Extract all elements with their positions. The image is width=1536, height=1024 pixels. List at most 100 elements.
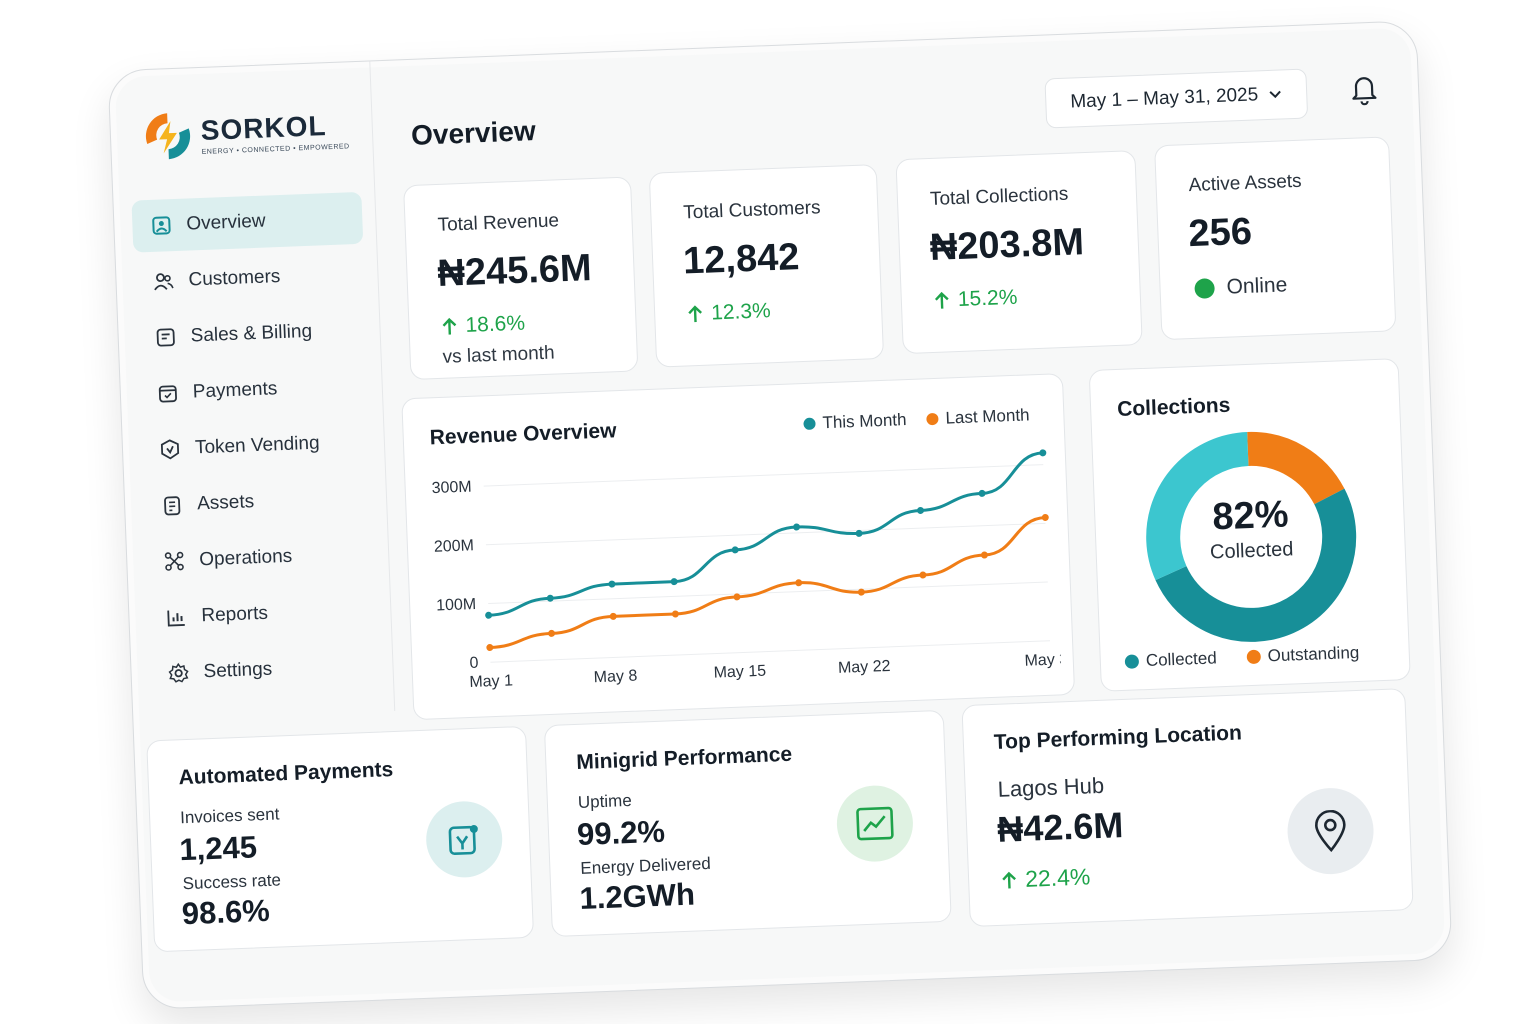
data-point[interactable]: [980, 551, 988, 559]
donut-center-label: 82% Collected: [1140, 491, 1362, 567]
collections-title: Collections: [1116, 393, 1231, 421]
data-point[interactable]: [978, 489, 986, 497]
sidebar-item-assets[interactable]: Assets: [142, 472, 374, 533]
online-status-dot: [1194, 278, 1215, 299]
bell-icon[interactable]: [1347, 71, 1380, 106]
donut-slice-collected[interactable]: [1146, 431, 1357, 642]
sidebar-item-reports[interactable]: Reports: [147, 584, 379, 645]
collections-donut-chart: [1146, 431, 1357, 642]
sidebar-item-customers[interactable]: Customers: [134, 248, 366, 309]
data-point[interactable]: [733, 593, 741, 601]
x-tick-label: May 15: [713, 663, 766, 682]
x-tick-label: May 8: [593, 668, 637, 687]
data-point[interactable]: [671, 610, 679, 618]
gridline: [488, 581, 1048, 605]
date-range-text: May 1 – May 31, 2025: [1069, 84, 1259, 113]
data-point[interactable]: [486, 644, 494, 652]
legend-label: Collected: [1145, 648, 1218, 671]
legend-swatch: [1124, 654, 1140, 669]
reports-icon: [167, 610, 185, 627]
data-point[interactable]: [857, 588, 865, 596]
series-line-this-month: [488, 451, 1043, 617]
success-value: 98.6%: [181, 892, 271, 932]
energy-label: Energy Delivered: [580, 853, 712, 878]
sidebar-item-overview[interactable]: Overview: [131, 191, 364, 253]
invoices-label: Invoices sent: [179, 804, 280, 828]
sidebar-item-settings[interactable]: Settings: [149, 640, 381, 701]
x-tick-label: May 1: [469, 672, 513, 691]
sidebar-item-label: Settings: [203, 658, 273, 683]
data-point[interactable]: [919, 571, 927, 579]
dashboard-icon: [152, 216, 171, 235]
sidebar-item-operations[interactable]: Operations: [144, 528, 376, 589]
data-point[interactable]: [608, 580, 616, 588]
map-pin-icon: [1315, 809, 1346, 853]
data-point[interactable]: [795, 579, 803, 587]
legend-item-last-month[interactable]: Last Month: [926, 405, 1030, 429]
status-indicator: Online: [1194, 273, 1288, 301]
chevron-down-icon: [1269, 90, 1281, 99]
y-tick-label: 0: [469, 655, 479, 672]
sidebar-item-label: Reports: [201, 602, 269, 627]
data-point[interactable]: [1041, 513, 1049, 521]
y-tick-label: 100M: [436, 596, 477, 615]
sidebar-item-label: Customers: [188, 266, 281, 291]
data-point[interactable]: [855, 529, 863, 537]
kpi-card-total-collections[interactable]: Total Collections ₦203.8M 15.2%: [895, 150, 1143, 355]
legend-item-collected[interactable]: Collected: [1124, 648, 1218, 672]
collections-card: Collections 82% Collected Collected Outs…: [1088, 358, 1411, 692]
sidebar-item-payments[interactable]: Payments: [138, 360, 370, 421]
sidebar-nav: Overview Customers Sales & Billing Payme…: [131, 191, 381, 704]
location-delta-value: 22.4%: [1024, 863, 1091, 892]
chart-title: Revenue Overview: [429, 419, 617, 450]
y-tick-label: 300M: [431, 479, 472, 498]
arrow-up-icon: [688, 305, 702, 323]
data-point[interactable]: [793, 523, 801, 531]
kpi-delta: 15.2%: [933, 286, 1018, 313]
sidebar-item-label: Token Vending: [194, 432, 320, 459]
minigrid-performance-card[interactable]: Minigrid Performance Uptime 99.2% Energy…: [543, 709, 952, 938]
brand-logo[interactable]: SORKOL ENERGY • CONNECTED • EMPOWERED: [140, 102, 350, 164]
sidebar-item-token-vending[interactable]: Token Vending: [140, 416, 372, 477]
token-icon: [160, 439, 180, 460]
status-text: Online: [1226, 273, 1288, 299]
automated-payments-card[interactable]: Automated Payments Invoices sent 1,245 S…: [146, 725, 535, 953]
success-label: Success rate: [182, 870, 282, 894]
date-range-picker[interactable]: May 1 – May 31, 2025: [1044, 68, 1309, 129]
legend-label: This Month: [822, 410, 907, 433]
data-point[interactable]: [670, 578, 678, 586]
kpi-value: ₦245.6M: [436, 247, 593, 295]
data-point[interactable]: [916, 506, 924, 514]
arrow-up-icon: [934, 291, 949, 309]
x-tick-label: May 31: [1024, 651, 1062, 670]
sidebar-item-label: Overview: [185, 210, 266, 235]
logo-mark-icon: [145, 113, 191, 160]
automated-payments-icon-badge: [424, 799, 504, 879]
sidebar-item-label: Sales & Billing: [190, 320, 313, 347]
data-point[interactable]: [546, 594, 554, 602]
legend-item-this-month[interactable]: This Month: [803, 410, 907, 434]
dashboard-window: SORKOL ENERGY • CONNECTED • EMPOWERED Ov…: [107, 20, 1453, 1010]
data-point[interactable]: [731, 546, 739, 554]
data-point[interactable]: [1039, 449, 1047, 457]
kpi-delta: 18.6%: [441, 312, 525, 339]
kpi-delta: 12.3%: [687, 299, 771, 326]
top-location-card[interactable]: Top Performing Location Lagos Hub ₦42.6M…: [961, 688, 1414, 928]
legend-label: Outstanding: [1267, 642, 1360, 666]
card-title: Automated Payments: [178, 758, 394, 790]
kpi-delta-value: 18.6%: [465, 311, 526, 337]
donut-slice-collected-light[interactable]: [1146, 431, 1357, 642]
kpi-card-total-revenue[interactable]: Total Revenue ₦245.6M 18.6% vs last mont…: [403, 176, 639, 381]
data-point[interactable]: [485, 611, 493, 619]
invoice-icon: [156, 328, 175, 347]
data-point[interactable]: [609, 612, 617, 620]
location-name: Lagos Hub: [997, 772, 1105, 802]
revenue-overview-card: Revenue Overview This Month Last Month 0…: [401, 373, 1076, 721]
location-delta: 22.4%: [1001, 863, 1091, 893]
data-point[interactable]: [548, 629, 556, 637]
sidebar-item-sales-billing[interactable]: Sales & Billing: [136, 304, 368, 365]
sidebar-item-label: Operations: [198, 545, 293, 571]
kpi-card-active-assets[interactable]: Active Assets 256 Online: [1154, 136, 1397, 341]
kpi-card-total-customers[interactable]: Total Customers 12,842 12.3%: [648, 164, 885, 368]
legend-item-outstanding[interactable]: Outstanding: [1246, 642, 1360, 667]
